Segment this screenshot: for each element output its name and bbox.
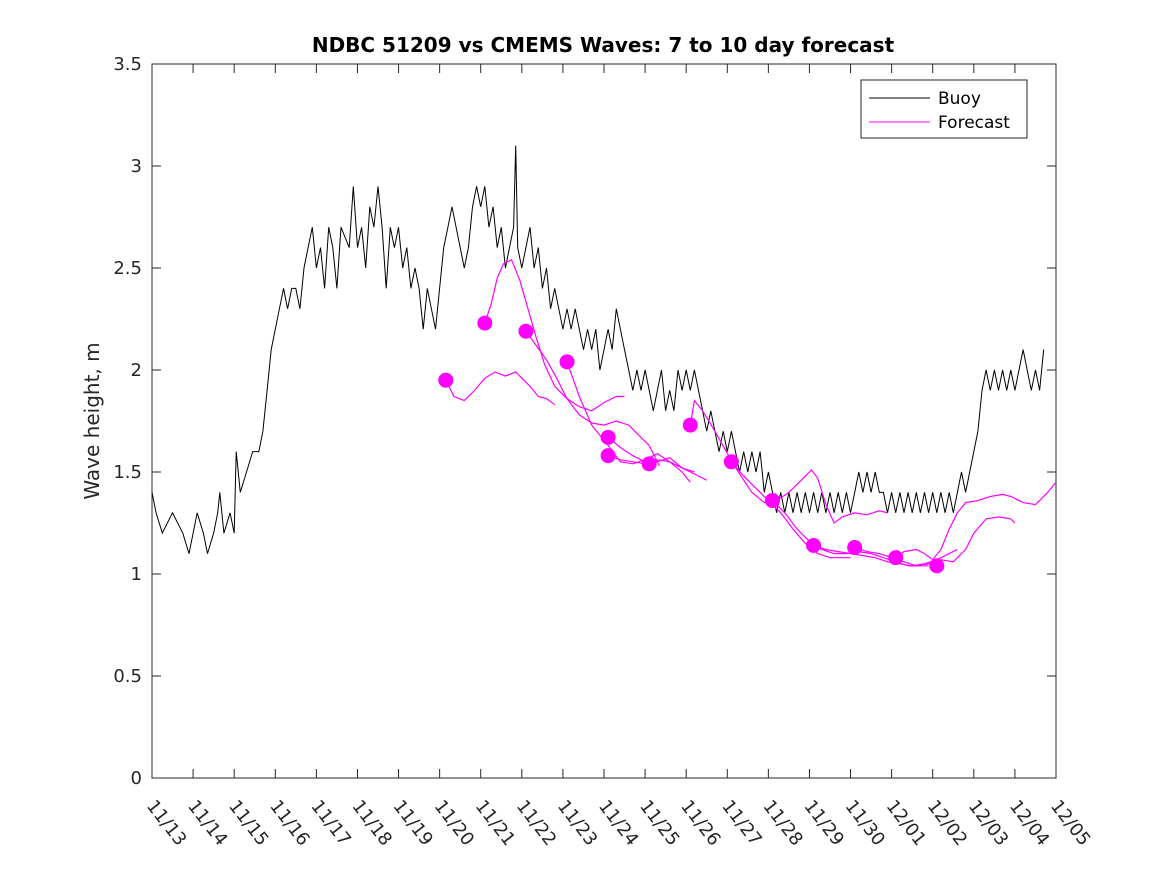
plot-frame xyxy=(151,63,1057,779)
x-tick-label: 11/13 xyxy=(142,796,190,850)
x-tick-label: 11/21 xyxy=(471,796,519,850)
y-tick-label: 1 xyxy=(131,564,142,585)
plot-area xyxy=(151,63,1057,779)
x-tick-label: 12/05 xyxy=(1046,796,1094,850)
x-tick-label: 11/23 xyxy=(553,796,601,850)
legend: Buoy Forecast xyxy=(860,79,1028,139)
y-tick-label: 0 xyxy=(131,768,142,789)
x-tick-label: 11/20 xyxy=(430,796,478,850)
x-tick-label: 12/02 xyxy=(923,796,971,850)
x-tick-label: 11/26 xyxy=(676,796,724,850)
forecast-start-marker xyxy=(764,493,780,509)
x-tick-label: 11/25 xyxy=(635,796,683,850)
forecast-start-marker xyxy=(477,315,493,331)
legend-label-buoy: Buoy xyxy=(938,89,981,109)
forecast-start-marker xyxy=(723,454,739,470)
series-line-forecast xyxy=(689,399,888,524)
series-line-forecast xyxy=(566,361,691,483)
y-tick-label: 0.5 xyxy=(113,666,142,687)
x-tick-label: 11/15 xyxy=(224,796,272,850)
series-line-forecast xyxy=(607,436,707,481)
x-tick-label: 11/17 xyxy=(306,796,354,850)
y-tick-label: 2 xyxy=(131,360,142,381)
forecast-start-marker xyxy=(600,448,616,464)
y-axis: 0 0.5 1 1.5 2 2.5 3 3.5 xyxy=(113,54,1056,789)
legend-box xyxy=(860,79,1028,139)
x-tick-label: 11/18 xyxy=(348,796,396,850)
x-tick-label: 11/27 xyxy=(717,796,765,850)
series-line-forecast xyxy=(445,371,556,406)
x-tick-label: 11/19 xyxy=(389,796,437,850)
y-tick-label: 2.5 xyxy=(113,258,142,279)
series-line-buoy xyxy=(151,145,1045,554)
forecast-start-marker xyxy=(806,537,822,553)
legend-label-forecast: Forecast xyxy=(938,113,1010,133)
forecast-start-marker xyxy=(641,456,657,472)
forecast-start-marker xyxy=(600,429,616,445)
x-tick-label: 12/03 xyxy=(964,796,1012,850)
forecast-start-marker xyxy=(559,354,575,370)
x-tick-label: 11/30 xyxy=(841,796,889,850)
x-tick-label: 11/24 xyxy=(594,796,642,850)
x-tick-label: 11/22 xyxy=(512,796,560,850)
series-line-forecast xyxy=(730,461,851,559)
x-tick-label: 12/04 xyxy=(1005,796,1053,850)
chart-title: NDBC 51209 vs CMEMS Waves: 7 to 10 day f… xyxy=(312,33,895,57)
marker-layer xyxy=(438,315,945,574)
y-tick-label: 3 xyxy=(131,156,142,177)
forecast-start-marker xyxy=(888,550,904,566)
series-line-forecast xyxy=(895,481,1057,561)
forecast-start-marker xyxy=(682,417,698,433)
series-line-forecast xyxy=(525,330,661,467)
forecast-start-marker xyxy=(518,323,534,339)
x-tick-label: 11/14 xyxy=(183,796,231,850)
x-tick-label: 11/29 xyxy=(800,796,848,850)
y-tick-label: 1.5 xyxy=(113,462,142,483)
forecast-start-marker xyxy=(929,558,945,574)
x-tick-label: 11/28 xyxy=(758,796,806,850)
y-tick-label: 3.5 xyxy=(113,54,142,75)
y-axis-label: Wave height, m xyxy=(80,342,104,499)
forecast-start-marker xyxy=(438,372,454,388)
x-tick-label: 12/01 xyxy=(882,796,930,850)
forecast-start-marker xyxy=(847,539,863,555)
x-tick-label: 11/16 xyxy=(265,796,313,850)
